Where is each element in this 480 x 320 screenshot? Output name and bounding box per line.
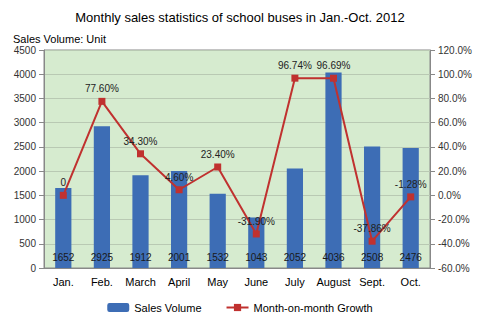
svg-text:23.40%: 23.40%: [201, 149, 235, 160]
svg-text:96.74%: 96.74%: [278, 60, 312, 71]
svg-text:4000: 4000: [14, 69, 37, 80]
svg-text:2052: 2052: [284, 252, 307, 263]
svg-text:Monthly sales statistics of sc: Monthly sales statistics of school buses…: [75, 10, 405, 25]
svg-text:4.60%: 4.60%: [165, 172, 193, 183]
svg-text:-37.86%: -37.86%: [353, 223, 390, 234]
svg-text:1043: 1043: [245, 252, 268, 263]
svg-text:1652: 1652: [52, 252, 75, 263]
svg-text:-20.0%: -20.0%: [438, 214, 470, 225]
svg-text:1500: 1500: [14, 190, 37, 201]
svg-text:Oct.: Oct.: [401, 276, 421, 288]
svg-text:2001: 2001: [168, 252, 191, 263]
svg-text:Sales Volume: Sales Volume: [134, 302, 201, 314]
svg-text:-1.28%: -1.28%: [395, 179, 427, 190]
svg-text:April: April: [168, 276, 190, 288]
svg-text:500: 500: [19, 238, 36, 249]
svg-text:40.0%: 40.0%: [438, 141, 466, 152]
svg-text:Sales Volume: Unit: Sales Volume: Unit: [13, 33, 106, 45]
svg-text:0.0%: 0.0%: [438, 190, 461, 201]
svg-text:1532: 1532: [207, 252, 230, 263]
svg-text:3500: 3500: [14, 93, 37, 104]
svg-text:120.0%: 120.0%: [438, 45, 472, 56]
svg-text:June: June: [244, 276, 268, 288]
svg-text:2000: 2000: [14, 166, 37, 177]
svg-text:July: July: [285, 276, 305, 288]
svg-text:60.0%: 60.0%: [438, 117, 466, 128]
svg-text:August: August: [316, 276, 350, 288]
svg-text:2500: 2500: [14, 141, 37, 152]
svg-text:May: May: [207, 276, 228, 288]
svg-text:2476: 2476: [400, 252, 423, 263]
svg-text:4036: 4036: [322, 252, 345, 263]
svg-text:2508: 2508: [361, 252, 384, 263]
svg-text:-60.0%: -60.0%: [438, 263, 470, 274]
svg-text:-31.90%: -31.90%: [238, 216, 275, 227]
svg-text:96.69%: 96.69%: [317, 60, 351, 71]
svg-text:Sept.: Sept.: [359, 276, 385, 288]
svg-text:March: March: [125, 276, 156, 288]
svg-text:Jan.: Jan.: [53, 276, 74, 288]
svg-text:0: 0: [61, 177, 67, 188]
svg-text:3000: 3000: [14, 117, 37, 128]
svg-text:34.30%: 34.30%: [124, 136, 158, 147]
svg-text:Feb.: Feb.: [91, 276, 113, 288]
svg-text:1912: 1912: [129, 252, 152, 263]
svg-text:Month-on-month Growth: Month-on-month Growth: [254, 302, 373, 314]
svg-text:100.0%: 100.0%: [438, 69, 472, 80]
svg-text:4500: 4500: [14, 45, 37, 56]
svg-text:77.60%: 77.60%: [85, 83, 119, 94]
svg-text:0: 0: [30, 263, 36, 274]
svg-text:2925: 2925: [91, 252, 114, 263]
svg-text:80.0%: 80.0%: [438, 93, 466, 104]
svg-text:-40.0%: -40.0%: [438, 238, 470, 249]
svg-text:20.0%: 20.0%: [438, 166, 466, 177]
svg-text:1000: 1000: [14, 214, 37, 225]
